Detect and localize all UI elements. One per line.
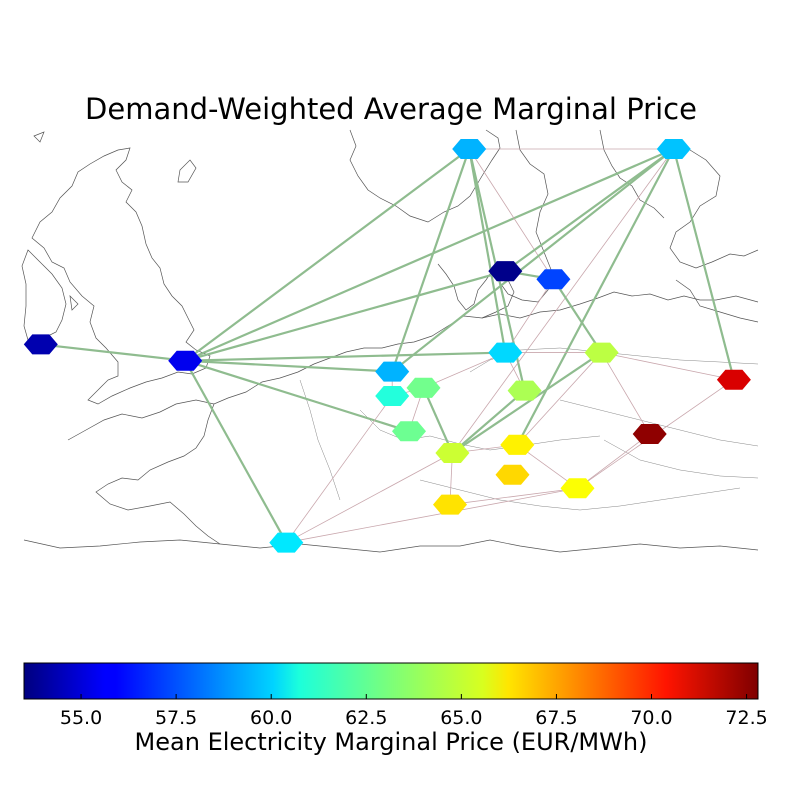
coastline-ireland xyxy=(21,249,67,341)
colorbar-ticks: 55.0 57.5 60.0 62.5 65.0 67.5 70.0 72.5 xyxy=(60,694,768,729)
colorbar-gradient xyxy=(23,662,759,700)
node-DK[interactable] xyxy=(488,261,523,282)
node-IT[interactable] xyxy=(433,494,467,515)
line-IT-SI xyxy=(449,487,578,505)
transmission-lines xyxy=(40,147,735,544)
colorbar-tick-label: 62.5 xyxy=(345,707,387,729)
coastline-layer xyxy=(21,129,759,553)
node-PL[interactable] xyxy=(584,342,619,363)
node-SE[interactable] xyxy=(656,139,691,159)
coastline-great-britain xyxy=(31,147,211,405)
line-NO-NL xyxy=(391,148,471,372)
colorbar-tick-label: 55.0 xyxy=(60,707,102,729)
line-SI-SK xyxy=(577,433,650,489)
line-GB-FR xyxy=(184,360,288,544)
line-GB-DK xyxy=(184,270,506,362)
node-DE[interactable] xyxy=(488,342,523,363)
line-DE2-AT xyxy=(451,389,526,454)
coastline-continent xyxy=(67,291,759,441)
coastline-sweden xyxy=(497,129,665,303)
map-title: Demand-Weighted Average Marginal Price xyxy=(85,92,697,126)
node-SI[interactable] xyxy=(560,478,595,499)
line-GB-DE xyxy=(185,351,506,362)
node-NO[interactable] xyxy=(452,139,487,159)
line-GB-NO xyxy=(184,148,470,362)
node-AT[interactable] xyxy=(435,443,470,463)
line-LU-AT xyxy=(422,387,454,454)
line-DK2-DE xyxy=(504,279,554,353)
coastline-finland-baltics xyxy=(669,149,759,323)
node-CH[interactable] xyxy=(392,421,426,442)
node-CZ[interactable] xyxy=(500,434,535,455)
colorbar-tick-label: 70.0 xyxy=(630,707,672,729)
price-nodes xyxy=(23,139,751,553)
node-HU[interactable] xyxy=(495,464,530,485)
line-GB-SE xyxy=(184,147,675,362)
node-SK[interactable] xyxy=(632,424,667,444)
colorbar-tick-label: 67.5 xyxy=(535,707,577,729)
line-FR-SI xyxy=(286,487,578,543)
node-LU[interactable] xyxy=(406,377,441,398)
line-AT-FR xyxy=(286,452,453,543)
node-IE[interactable] xyxy=(23,334,58,355)
line-SE-DK xyxy=(504,148,675,273)
line-IE-GB xyxy=(40,343,186,362)
line-SE-PL2 xyxy=(672,148,735,380)
node-NL[interactable] xyxy=(375,361,410,382)
coastline-south xyxy=(23,539,759,553)
coastline-france-west xyxy=(95,403,221,545)
node-BE[interactable] xyxy=(375,386,410,406)
line-NO-DK2 xyxy=(468,148,554,280)
colorbar-tick-label: 57.5 xyxy=(155,707,197,729)
coastline-denmark xyxy=(437,261,515,319)
line-GB-CH xyxy=(184,359,410,433)
node-FR[interactable] xyxy=(269,532,304,553)
colorbar-tick-label: 65.0 xyxy=(440,707,482,729)
line-PL-PL2 xyxy=(601,352,735,381)
coastline-islands xyxy=(33,131,197,311)
line-FR-BE xyxy=(285,395,393,543)
line-SE-CZ xyxy=(516,148,675,446)
node-DK2[interactable] xyxy=(536,269,571,290)
colorbar-tick-label: 60.0 xyxy=(250,707,292,729)
node-PL2[interactable] xyxy=(716,369,751,390)
line-GB-NL xyxy=(185,359,393,373)
node-DE2[interactable] xyxy=(507,380,542,401)
line-SE-NL xyxy=(391,148,675,373)
line-PL-SK xyxy=(601,352,651,435)
coastline-norway xyxy=(349,129,501,223)
colorbar-tick-label: 72.5 xyxy=(725,707,767,729)
line-NO-DE xyxy=(468,148,507,353)
node-GB[interactable] xyxy=(168,350,203,371)
line-PL-CZ xyxy=(517,352,602,446)
line-PL-AT xyxy=(451,351,603,454)
colorbar: 55.0 57.5 60.0 62.5 65.0 67.5 70.0 72.5 xyxy=(23,662,768,729)
line-DK2-PL xyxy=(552,278,603,354)
map-canvas xyxy=(21,129,759,553)
line-LU-DE xyxy=(423,352,506,389)
line-SE-AT xyxy=(452,148,675,454)
colorbar-label: Mean Electricity Marginal Price (EUR/MWh… xyxy=(134,728,648,756)
